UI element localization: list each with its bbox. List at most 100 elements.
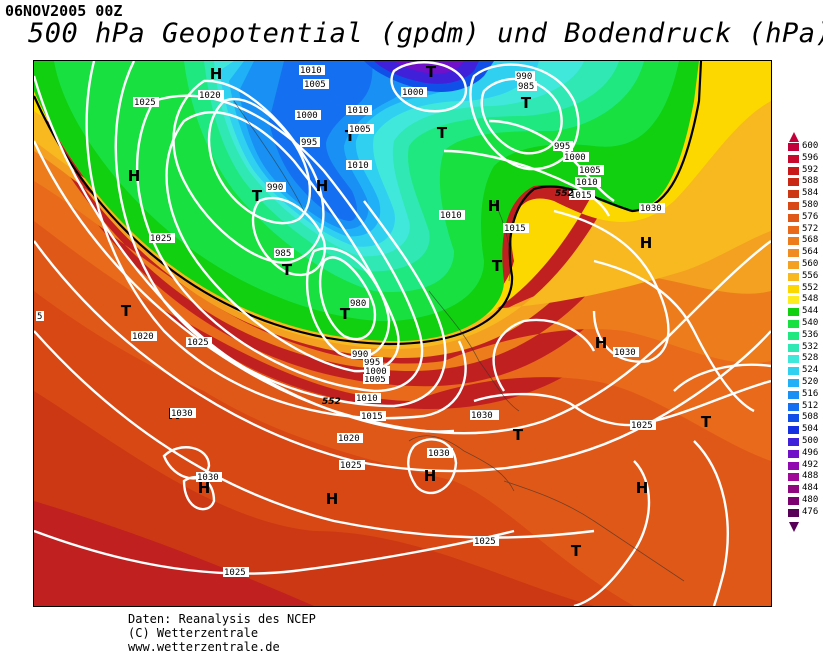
legend-value: 544 <box>802 306 819 317</box>
legend-value: 540 <box>802 318 819 328</box>
low-pressure-marker: T <box>252 187 263 205</box>
legend-entry: 592 <box>785 164 821 175</box>
legend-swatch <box>788 379 799 387</box>
isobar-label-bg <box>569 190 595 200</box>
legend-down-arrow-icon <box>789 522 799 532</box>
isobar-label-bg <box>337 433 363 443</box>
isobar-label-bg <box>401 87 427 97</box>
low-pressure-marker: T <box>121 302 132 320</box>
isobar-label-bg <box>360 411 386 421</box>
legend-swatch <box>788 508 799 517</box>
low-pressure-marker: T <box>282 261 293 279</box>
isobar-label: 1005 <box>349 125 371 135</box>
legend-entry: 568 <box>785 236 821 246</box>
legend-value: 476 <box>802 506 819 517</box>
isobar-label: 1000 <box>365 367 387 377</box>
contour-552-label: 552 <box>555 189 574 199</box>
isobar-label: 1020 <box>338 434 360 444</box>
isobar-label-bg <box>364 366 390 376</box>
isobar-label-bg <box>575 177 601 187</box>
low-pressure-marker: T <box>701 413 712 431</box>
isobar-label: 1000 <box>402 88 424 98</box>
isobar-label: 1015 <box>570 191 592 201</box>
legend-entry: 528 <box>785 354 821 364</box>
isobar-label-bg <box>186 337 212 347</box>
legend-value: 588 <box>802 176 819 187</box>
legend-value: 532 <box>802 341 819 352</box>
isobar-label: 1005 <box>579 166 601 176</box>
credit-line: www.wetterzentrale.de <box>128 640 280 654</box>
legend-swatch <box>788 308 799 317</box>
legend-swatch <box>788 320 799 328</box>
legend-swatch <box>788 343 799 352</box>
isobar-label-bg <box>223 567 249 577</box>
legend-entry: 548 <box>785 295 821 305</box>
low-pressure-marker: T <box>571 542 582 560</box>
legend-value: 484 <box>802 483 819 494</box>
high-pressure-marker: H <box>595 334 608 352</box>
credits-block: Daten: Reanalysis des NCEP (C) Wetterzen… <box>128 612 316 654</box>
isobar-label-bg <box>346 105 372 115</box>
legend-entry: 584 <box>785 188 821 199</box>
legend-value: 480 <box>802 495 819 505</box>
isobar-label: 1010 <box>300 66 322 76</box>
legend-entry: 544 <box>785 306 821 317</box>
legend-entry: 588 <box>785 176 821 187</box>
isobar-label: 1015 <box>504 224 526 234</box>
isobar-label-bg <box>613 347 639 357</box>
isobar-label-bg <box>149 233 175 243</box>
color-legend: 600 596 592 588 584 580 576 572 568 564 560 556 552 5… <box>785 132 821 532</box>
legend-entry: 500 <box>785 437 821 446</box>
legend-entry: 524 <box>785 365 821 376</box>
legend-entry: 484 <box>785 483 821 494</box>
isobar-label-bg <box>198 90 224 100</box>
legend-swatch <box>788 178 799 187</box>
isobar-label: 985 <box>518 82 534 92</box>
low-pressure-marker: T <box>492 257 503 275</box>
weather-map: HHHHHHHHHHHTTTTTTTTTTTT 1010100510201025… <box>33 60 772 607</box>
legend-value: 600 <box>802 141 819 151</box>
isobar-label: 1030 <box>640 204 662 214</box>
contour-label-group: 552 552 <box>322 189 574 407</box>
high-pressure-marker: H <box>316 177 329 195</box>
isobar-label-bg <box>563 152 589 162</box>
legend-entry: 492 <box>785 459 821 470</box>
legend-value: 504 <box>802 424 819 435</box>
high-pressure-marker: H <box>198 479 211 497</box>
legend-up-arrow-icon <box>789 132 799 142</box>
legend-swatch <box>788 213 799 222</box>
legend-swatch <box>788 473 799 482</box>
legend-swatch <box>788 497 799 505</box>
legend-value: 584 <box>802 188 819 199</box>
legend-value: 524 <box>802 365 819 376</box>
legend-value: 492 <box>802 459 819 470</box>
legend-swatch <box>788 331 799 340</box>
legend-entry: 580 <box>785 200 821 210</box>
legend-value: 520 <box>802 377 819 387</box>
isobar-label: 1010 <box>576 178 598 188</box>
map-canvas: HHHHHHHHHHHTTTTTTTTTTTT 1010100510201025… <box>34 61 771 606</box>
low-pressure-marker: T <box>513 426 524 444</box>
contour-552-label: 552 <box>322 397 341 407</box>
isobar-label: 1030 <box>171 409 193 419</box>
legend-entry: 572 <box>785 224 821 234</box>
legend-value: 556 <box>802 270 819 281</box>
legend-swatch <box>788 237 799 246</box>
legend-value: 592 <box>802 164 819 175</box>
legend-value: 580 <box>802 200 819 210</box>
isobar-label-bg <box>427 448 453 458</box>
isobar-label-bg <box>351 349 371 359</box>
isobar-label: 995 <box>554 142 570 152</box>
isobar-label: 1015 <box>361 412 383 422</box>
coastlines <box>233 100 685 582</box>
isobar-label-bg <box>346 160 372 170</box>
high-pressure-marker: H <box>424 467 437 485</box>
band-568 <box>34 61 771 461</box>
isobar-label: 1025 <box>134 98 156 108</box>
isobar-label-bg <box>473 536 499 546</box>
isobar-label-bg <box>303 79 329 89</box>
high-pressure-marker: H <box>326 490 339 508</box>
legend-swatch <box>788 449 799 458</box>
isobar-label-group: 1010100510201025100099599098598010101005… <box>36 65 665 578</box>
legend-swatch <box>788 190 799 199</box>
